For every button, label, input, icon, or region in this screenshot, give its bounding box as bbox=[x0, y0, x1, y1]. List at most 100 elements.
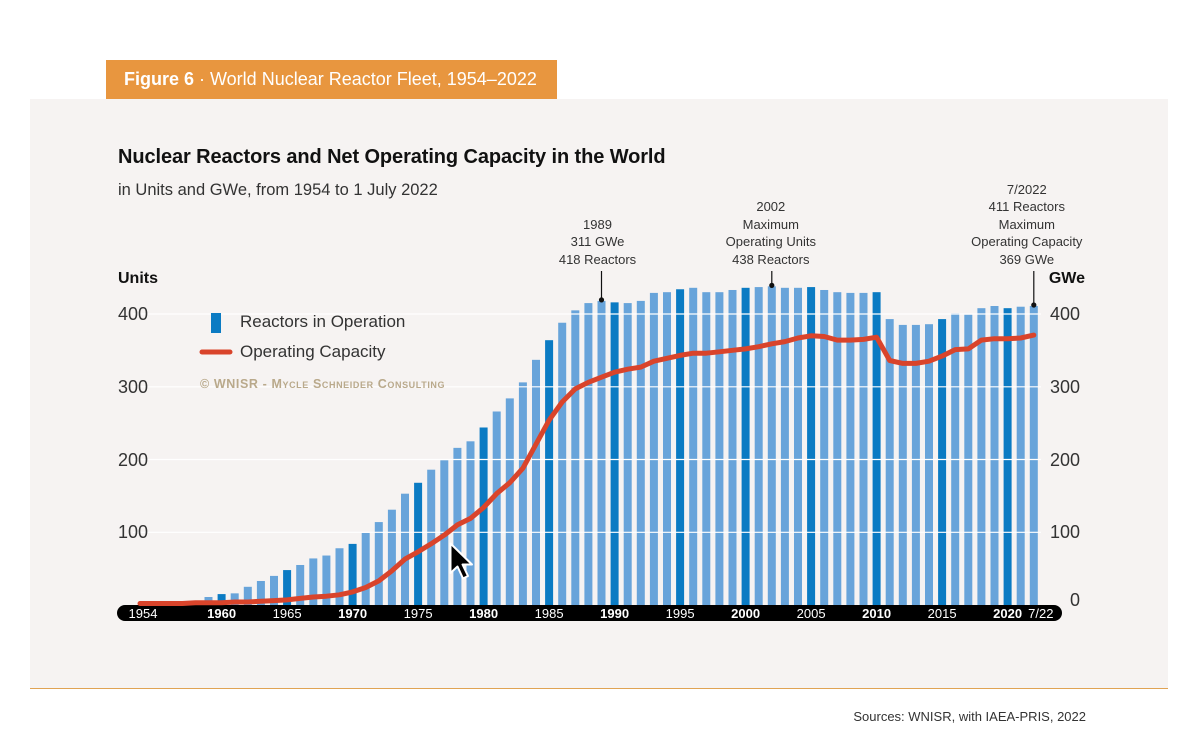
legend-bar-swatch bbox=[211, 313, 221, 333]
bar-1980 bbox=[479, 427, 488, 605]
bar-2004 bbox=[794, 287, 802, 605]
annotation-line: 1989 bbox=[583, 216, 612, 232]
bar-2015 bbox=[938, 319, 947, 605]
right-tick-0: 0 bbox=[1069, 590, 1080, 610]
bar-1975 bbox=[414, 482, 423, 605]
bar-2014 bbox=[925, 324, 933, 605]
x-tick-label-1970: 1970 bbox=[338, 606, 367, 621]
bar-1990 bbox=[610, 302, 619, 605]
bar-1973 bbox=[387, 509, 396, 605]
annotation-leaders-layer bbox=[598, 271, 1037, 308]
x-tick-label-1954: 1954 bbox=[129, 606, 158, 621]
annotation-line: 438 Reactors bbox=[732, 251, 810, 267]
bar-2003 bbox=[780, 287, 789, 605]
bar-1991 bbox=[623, 303, 632, 605]
bar-1993 bbox=[649, 292, 658, 605]
right-tick-300: 300 bbox=[1049, 376, 1080, 397]
bar-2022 bbox=[1029, 306, 1038, 605]
x-tick-label-2005: 2005 bbox=[797, 606, 826, 621]
bar-2020 bbox=[1003, 308, 1012, 605]
annotation-line: Maximum bbox=[742, 216, 799, 232]
annotation-line: 7/2022 bbox=[1006, 181, 1047, 197]
x-tick-label-2015: 2015 bbox=[928, 606, 957, 621]
bar-1989 bbox=[597, 300, 606, 605]
x-tick-label-1960: 1960 bbox=[207, 606, 236, 621]
x-tick-label-2022: 7/22 bbox=[1028, 606, 1053, 621]
bar-1962 bbox=[243, 586, 252, 605]
bar-1969 bbox=[335, 548, 344, 605]
annotation-2022: 7/2022 411 Reactors Maximum Operating Capac… bbox=[971, 181, 1082, 269]
bar-2001 bbox=[754, 287, 763, 605]
gridlines-layer bbox=[133, 313, 1041, 533]
bar-1983 bbox=[518, 382, 527, 605]
bar-1964 bbox=[270, 575, 278, 605]
right-tick-100: 100 bbox=[1049, 522, 1080, 543]
mouse-pointer-arrow-icon bbox=[449, 542, 473, 580]
x-tick-label-1980: 1980 bbox=[469, 606, 498, 621]
bar-1972 bbox=[374, 522, 383, 606]
annotation-line: 411 Reactors bbox=[988, 199, 1065, 214]
figure-tab: Figure 6 · World Nuclear Reactor Fleet, … bbox=[106, 60, 557, 99]
annotation-1989: 1989 311 GWe 418 Reactors bbox=[559, 216, 636, 269]
bar-1995 bbox=[676, 289, 685, 605]
copyright-watermark: © WNISR - Mycle Schneider Consulting bbox=[200, 377, 446, 391]
bar-2021 bbox=[1016, 306, 1025, 605]
bar-2010 bbox=[872, 292, 881, 605]
bar-1992 bbox=[636, 300, 645, 605]
chart-subtitle: in Units and GWe, from 1954 to 1 July 20… bbox=[118, 181, 438, 199]
annotation-line: 311 GWe bbox=[570, 234, 625, 249]
bar-1965 bbox=[283, 570, 292, 605]
left-tick-300: 300 bbox=[118, 376, 149, 397]
bar-1968 bbox=[322, 555, 331, 605]
annotation-line: Maximum bbox=[998, 216, 1055, 232]
bar-1971 bbox=[361, 532, 370, 605]
bar-2002 bbox=[767, 286, 776, 605]
bar-2011 bbox=[885, 319, 894, 605]
x-tick-label-1965: 1965 bbox=[273, 606, 302, 621]
bar-2000 bbox=[741, 287, 750, 605]
bar-2013 bbox=[911, 324, 920, 605]
bar-1974 bbox=[401, 493, 409, 605]
bar-1997 bbox=[702, 292, 711, 605]
x-tick-label-2000: 2000 bbox=[731, 606, 760, 621]
bar-1982 bbox=[505, 398, 514, 605]
bar-1981 bbox=[492, 411, 501, 606]
bar-2006 bbox=[820, 289, 829, 605]
bar-1988 bbox=[584, 303, 593, 605]
annotation-2002: 2002 Maximum Operating Units 438 Reactors bbox=[726, 198, 816, 268]
bar-1987 bbox=[571, 310, 580, 605]
annotation-line: 418 Reactors bbox=[558, 251, 637, 267]
x-tick-label-1975: 1975 bbox=[404, 606, 433, 621]
bar-1996 bbox=[689, 287, 698, 605]
capacity-line-layer bbox=[137, 332, 1037, 606]
bar-1979 bbox=[466, 441, 475, 605]
x-tick-label-1995: 1995 bbox=[666, 606, 695, 621]
capacity-line bbox=[137, 332, 1037, 606]
bar-1970 bbox=[348, 543, 357, 605]
bar-1961 bbox=[230, 593, 239, 605]
figure-caption: · World Nuclear Reactor Fleet, 1954–2022 bbox=[194, 69, 537, 89]
bar-1984 bbox=[532, 359, 540, 605]
bar-2018 bbox=[977, 308, 986, 605]
bar-1985 bbox=[545, 340, 554, 605]
annotation-line: 369 GWe bbox=[999, 251, 1055, 267]
x-tick-label-1985: 1985 bbox=[535, 606, 564, 621]
annotation-dot-2002 bbox=[769, 282, 775, 288]
bars-layer bbox=[139, 286, 1038, 606]
annotation-dot-2022 bbox=[1031, 302, 1037, 308]
bar-1960 bbox=[217, 594, 226, 605]
sources-note: Sources: WNISR, with IAEA-PRIS, 2022 bbox=[853, 709, 1086, 724]
bar-1966 bbox=[296, 564, 305, 605]
x-axis-layer: 1954 1960 1965 1970 1975 1980 1985 1990 1995 2000… bbox=[117, 605, 1062, 621]
bar-1999 bbox=[728, 289, 737, 605]
left-tick-400: 400 bbox=[118, 304, 149, 324]
left-tick-200: 200 bbox=[118, 449, 149, 470]
right-tick-200: 200 bbox=[1049, 449, 1080, 470]
x-axis-band bbox=[117, 605, 1062, 621]
legend-item-capacity: Operating Capacity bbox=[240, 342, 386, 361]
annotation-line: 2002 bbox=[756, 199, 786, 214]
legend-markers bbox=[199, 313, 233, 355]
x-tick-label-1990: 1990 bbox=[600, 606, 629, 621]
right-tick-400: 400 bbox=[1049, 304, 1080, 324]
